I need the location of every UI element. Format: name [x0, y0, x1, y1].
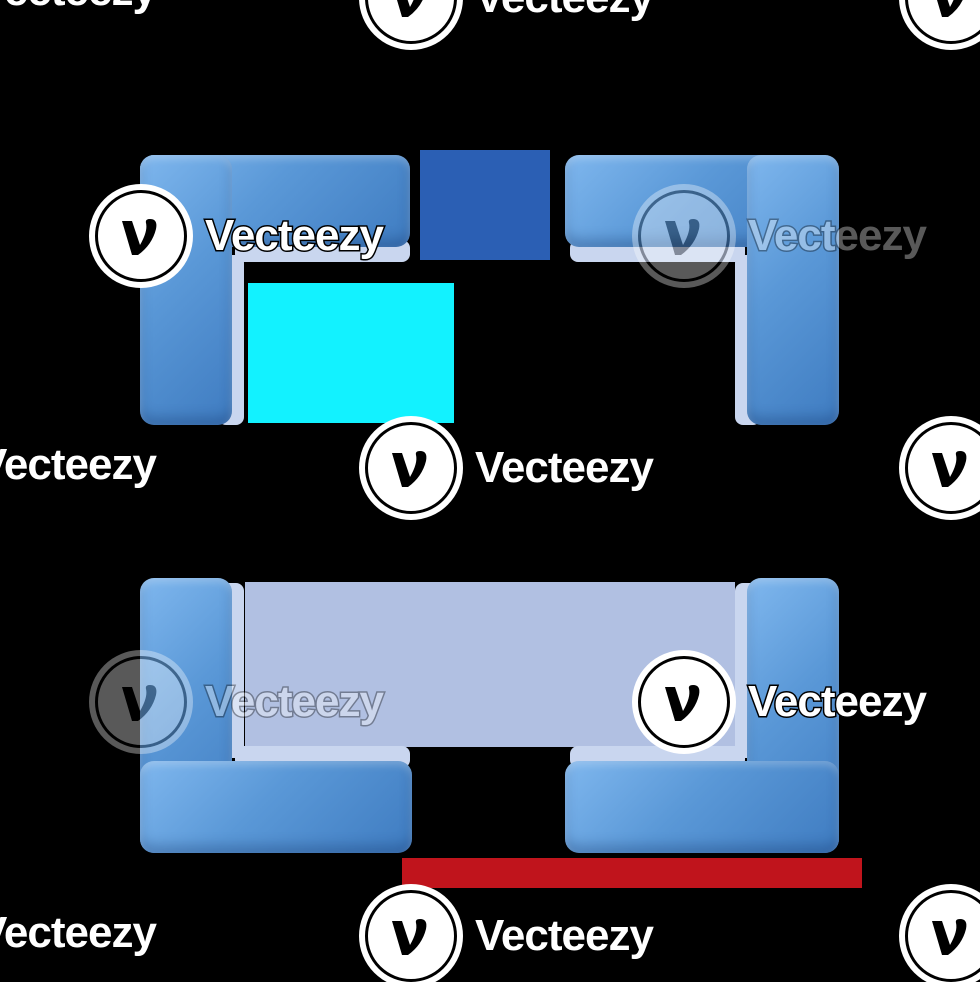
v-logo-icon	[365, 890, 457, 982]
background-tint	[248, 283, 454, 423]
watermark-text: Vecteezy	[204, 676, 386, 728]
watermark	[905, 422, 980, 514]
watermark: Vecteezy	[365, 422, 656, 514]
v-logo-icon	[365, 422, 457, 514]
watermark: Vecteezy	[0, 0, 158, 17]
watermark-text: Vecteezy	[0, 0, 158, 17]
watermark: Vecteezy	[638, 190, 929, 282]
watermark-text: Vecteezy	[204, 210, 386, 262]
watermark-text: Vecteezy	[474, 0, 656, 24]
watermark	[905, 0, 980, 44]
watermark-text: Vecteezy	[747, 210, 929, 262]
watermark-text: Vecteezy	[474, 442, 656, 494]
watermark: Vecteezy	[95, 190, 386, 282]
background-tint	[420, 150, 550, 260]
watermark: Vecteezy	[365, 0, 656, 44]
v-logo-icon	[905, 890, 980, 982]
watermark: Vecteezy	[0, 439, 158, 491]
watermark	[905, 890, 980, 982]
watermark-text: Vecteezy	[747, 676, 929, 728]
v-logo-icon	[95, 656, 187, 748]
bottom-right-corner-bracket	[565, 578, 840, 858]
watermark-text: Vecteezy	[474, 910, 656, 962]
v-logo-icon	[95, 190, 187, 282]
v-logo-icon	[638, 190, 730, 282]
v-logo-icon	[905, 0, 980, 44]
v-logo-icon	[638, 656, 730, 748]
watermark: Vecteezy	[95, 656, 386, 748]
watermark: Vecteezy	[638, 656, 929, 748]
watermark-text: Vecteezy	[0, 439, 158, 491]
background-tint	[402, 858, 862, 888]
watermark-text: Vecteezy	[0, 907, 158, 959]
v-logo-icon	[365, 0, 457, 44]
watermark: Vecteezy	[365, 890, 656, 982]
watermark: Vecteezy	[0, 907, 158, 959]
v-logo-icon	[905, 422, 980, 514]
